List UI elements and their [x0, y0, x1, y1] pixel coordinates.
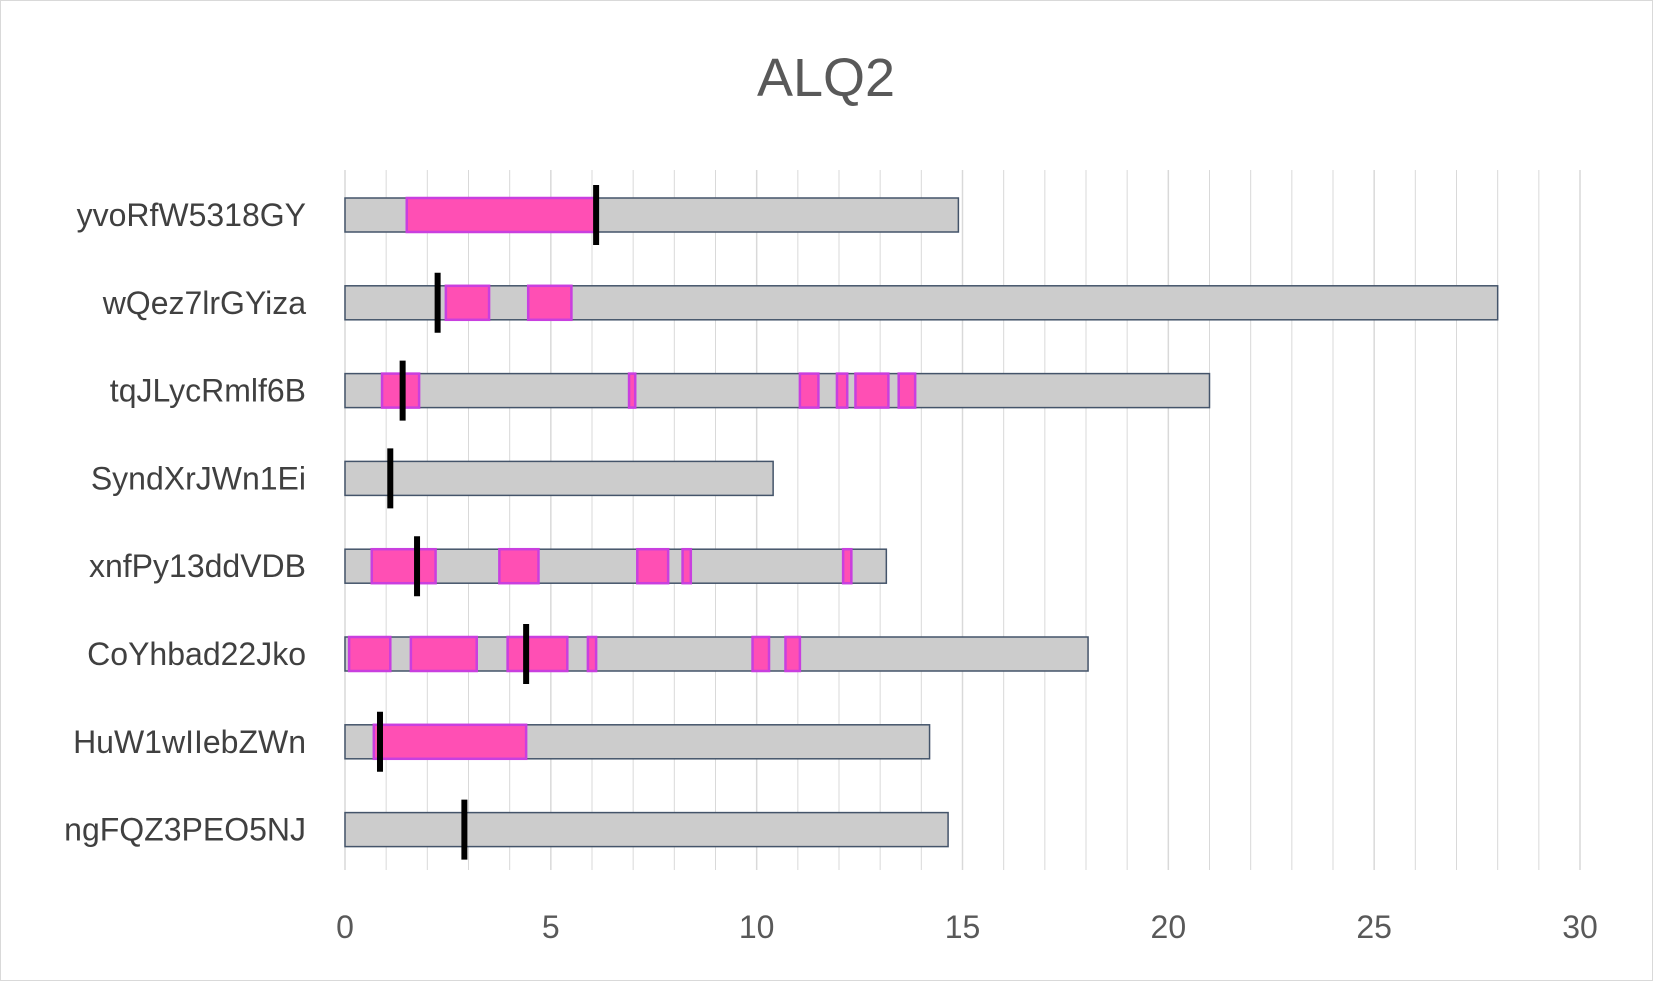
category-label: CoYhbad22Jko — [87, 636, 306, 672]
category-label: yvoRfW5318GY — [77, 197, 306, 233]
highlight-segment — [784, 635, 802, 673]
highlight-segment — [498, 547, 540, 585]
highlight-segment — [751, 635, 771, 673]
highlight-segment — [526, 284, 573, 322]
x-tick-label: 25 — [1356, 909, 1392, 945]
highlight-segment — [372, 723, 528, 761]
x-tick-label: 30 — [1562, 909, 1598, 945]
highlight-segment — [636, 547, 670, 585]
highlight-segment — [506, 635, 569, 673]
x-tick-label: 5 — [542, 909, 560, 945]
bar-row: yvoRfW5318GY — [77, 185, 960, 245]
x-tick-label: 10 — [739, 909, 775, 945]
highlight-segment — [897, 372, 917, 409]
bar — [344, 285, 1499, 321]
highlight-segment — [370, 547, 437, 585]
bar-row: tqJLycRmlf6B — [110, 360, 1211, 421]
bar-row: xnfPy13ddVDB — [89, 536, 888, 597]
highlight-segment — [681, 547, 693, 585]
x-tick-label: 0 — [336, 909, 354, 945]
x-axis-ticks: 0 5 10 15 20 25 30 — [336, 909, 1598, 945]
highlight-segment — [835, 372, 849, 409]
bar — [344, 372, 1211, 409]
category-label: xnfPy13ddVDB — [89, 548, 306, 584]
bar-row: CoYhbad22Jko — [87, 624, 1089, 684]
bar-row: ngFQZ3PEO5NJ — [64, 799, 949, 860]
highlight-segment — [586, 635, 598, 673]
bar-row: SyndXrJWn1Ei — [91, 448, 774, 509]
x-tick-label: 20 — [1151, 909, 1187, 945]
highlight-segment — [854, 372, 890, 409]
chart-title: ALQ2 — [757, 48, 895, 108]
highlight-segment — [798, 372, 820, 409]
bar-rows: yvoRfW5318GY wQez7lrGYiza tqJLycRmlf6B Synd… — [64, 185, 1499, 860]
x-tick-label: 15 — [945, 909, 981, 945]
highlight-segment — [409, 635, 478, 673]
highlight-segment — [405, 196, 598, 234]
highlight-segment — [627, 372, 637, 409]
category-label: SyndXrJWn1Ei — [91, 460, 306, 496]
category-label: HuW1wIIebZWn — [73, 724, 306, 760]
bar-row: wQez7lrGYiza — [102, 272, 1499, 333]
highlight-segment — [347, 635, 392, 673]
highlight-segment — [444, 284, 491, 322]
category-label: wQez7lrGYiza — [102, 285, 307, 321]
highlight-segment — [841, 547, 853, 585]
bar-row: HuW1wIIebZWn — [73, 711, 931, 772]
grid-lines — [344, 170, 1581, 870]
category-label: ngFQZ3PEO5NJ — [64, 812, 306, 848]
category-label: tqJLycRmlf6B — [110, 373, 306, 409]
bar — [344, 460, 774, 497]
bar — [344, 811, 949, 848]
